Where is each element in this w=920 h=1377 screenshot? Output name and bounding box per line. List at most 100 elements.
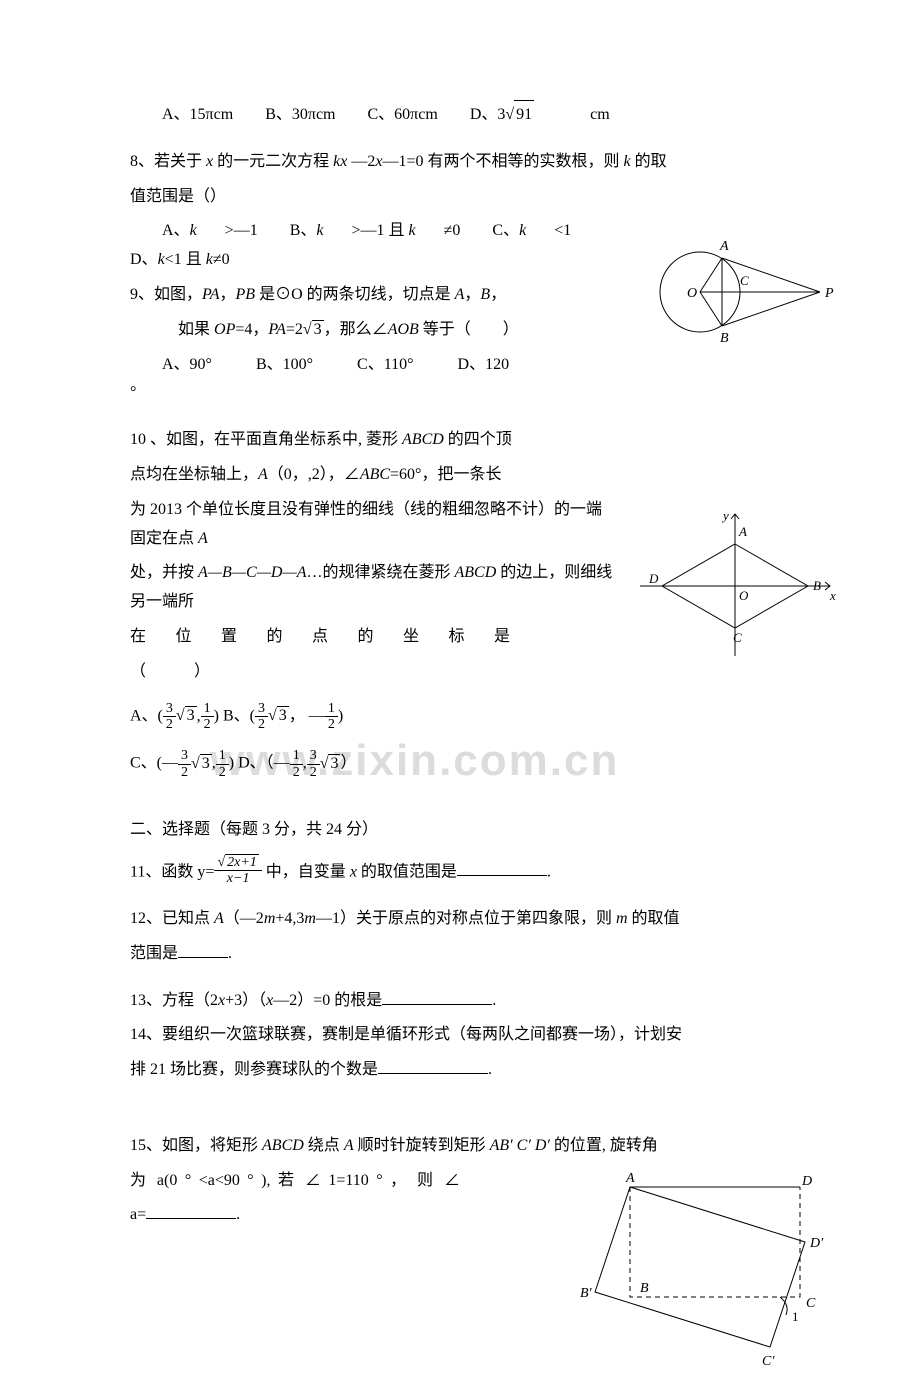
q9-t3: 如果 bbox=[178, 321, 214, 338]
q10-abcd2: ABCD bbox=[454, 564, 496, 581]
q10-t4: =60°，把一条长 bbox=[390, 466, 501, 483]
q15-t5: a= bbox=[130, 1206, 146, 1223]
q12-m3: m bbox=[616, 910, 628, 927]
q11-a: 11、函数 y= bbox=[130, 863, 214, 880]
q15-t3: 顺时针旋转到矩形 bbox=[354, 1137, 490, 1154]
q10: A B C D O x y 10 、如图，在平面直角坐标系中, 菱形 ABCD … bbox=[130, 426, 840, 780]
q15-fig-Bp: B′ bbox=[580, 1286, 593, 1301]
q10-optC-post: ） bbox=[340, 755, 356, 772]
q8-t2: 的一元二次方程 bbox=[213, 153, 333, 170]
q9-aob: AOB bbox=[388, 321, 419, 338]
q15-abcd2: AB′ C′ D′ bbox=[490, 1137, 550, 1154]
q11-b: 中，自变量 bbox=[262, 863, 350, 880]
q15-t1: 15、如图，将矩形 bbox=[130, 1137, 262, 1154]
q15-fig-A: A bbox=[625, 1171, 635, 1186]
q9-t1: 9、如图， bbox=[130, 286, 202, 303]
q12-b: （—2 bbox=[224, 910, 264, 927]
q9-pb: PB bbox=[236, 286, 256, 303]
q10-abcd: ABCD bbox=[402, 431, 444, 448]
q12-d: —1）关于原点的对称点位于第四象限，则 bbox=[316, 910, 616, 927]
q9-opt-a: A、90° bbox=[162, 351, 212, 380]
q9-fig-A: A bbox=[719, 239, 729, 254]
q15-l1: 15、如图，将矩形 ABCD 绕点 A 顺时针旋转到矩形 AB′ C′ D′ 的… bbox=[130, 1132, 840, 1161]
q10-seq: A—B—C—D—A bbox=[198, 564, 306, 581]
q10-fig-O: O bbox=[739, 588, 749, 603]
q10-A: A bbox=[258, 466, 268, 483]
q14-l1: 14、要组织一次篮球联赛，赛制是单循环形式（每两队之间都赛一场），计划安 bbox=[130, 1021, 840, 1050]
q10-optC-mid: ) D、（— bbox=[229, 755, 290, 772]
q15-blank[interactable] bbox=[146, 1203, 236, 1219]
q15-abcd: ABCD bbox=[262, 1137, 304, 1154]
q9-opt-d: D、120 bbox=[458, 351, 510, 380]
q10-t7: …的规律紧绕在菱形 bbox=[306, 564, 454, 581]
q9-pa: PA bbox=[202, 286, 219, 303]
q14-blank[interactable] bbox=[378, 1058, 488, 1074]
q14-l2: 排 21 场比赛，则参赛球队的个数是 bbox=[130, 1061, 378, 1078]
q10-optA-pre: A、( bbox=[130, 707, 163, 724]
q15-t2: 绕点 bbox=[304, 1137, 344, 1154]
q9-b2: B bbox=[480, 286, 490, 303]
q13-blank[interactable] bbox=[382, 989, 492, 1005]
q9-t7: 等于（ ） bbox=[419, 321, 519, 338]
q11-x: x bbox=[350, 863, 357, 880]
q12-m: m bbox=[264, 910, 276, 927]
q10-A2: A bbox=[198, 530, 208, 547]
q10-fig-D: D bbox=[648, 571, 659, 586]
q12-end: . bbox=[228, 945, 232, 962]
q11: 11、函数 y=2x+1x−1 中，自变量 x 的取值范围是. bbox=[130, 855, 840, 887]
q9-t4: =4， bbox=[235, 321, 268, 338]
q12-c: +4,3 bbox=[275, 910, 304, 927]
q12-blank[interactable] bbox=[178, 942, 228, 958]
q12-A: A bbox=[214, 910, 224, 927]
q10-fig-x: x bbox=[829, 588, 836, 603]
q10-t6: 处，并按 bbox=[130, 564, 198, 581]
q9-opt-c: C、110° bbox=[357, 351, 413, 380]
q15-fig-B: B bbox=[640, 1281, 649, 1296]
q9-fig-C: C bbox=[740, 273, 749, 288]
q12-a: 12、已知点 bbox=[130, 910, 214, 927]
q9-sqrt3: 3 bbox=[312, 320, 324, 338]
q12: 12、已知点 A（—2m+4,3m—1）关于原点的对称点位于第四象限，则 m 的… bbox=[130, 905, 840, 969]
q10-fig-C: C bbox=[733, 630, 742, 645]
q9-a2: A bbox=[455, 286, 465, 303]
q9-t6: ，那么∠ bbox=[324, 321, 388, 338]
q9-c1: ， bbox=[220, 286, 236, 303]
q8-t5: 的取 bbox=[631, 153, 667, 170]
q7-opt-d: D、391cm bbox=[470, 100, 610, 130]
q10-abc: ABC bbox=[360, 466, 390, 483]
q10-l2: 点均在坐标轴上，A（0，,2），∠ABC=60°，把一条长 bbox=[130, 461, 840, 490]
q10-optA-post: ) B、( bbox=[214, 707, 255, 724]
q8-kx: kx bbox=[333, 153, 347, 170]
q8-t1: 8、若关于 bbox=[130, 153, 206, 170]
q15-figure: A D B C B′ D′ C′ 1 bbox=[580, 1167, 840, 1377]
q7-opt-a: A、15πcm bbox=[162, 101, 233, 130]
q15: 15、如图，将矩形 ABCD 绕点 A 顺时针旋转到矩形 AB′ C′ D′ 的… bbox=[130, 1132, 840, 1230]
q9-fig-P: P bbox=[824, 286, 834, 301]
q11-end: . bbox=[547, 863, 551, 880]
q10-t1b: 的四个顶 bbox=[444, 431, 512, 448]
q7-options: A、15πcm B、30πcm C、60πcm D、391cm bbox=[130, 100, 840, 130]
q15-l2: 为 a(0 ° <a<90 ° ), 若 ∠ 1=110 ° ， 则 ∠ bbox=[130, 1167, 460, 1196]
q8-line2: 值范围是（） bbox=[130, 183, 840, 212]
q10-fig-B: B bbox=[813, 578, 821, 593]
q13: 13、方程（2x+3）（x—2）=0 的根是. bbox=[130, 987, 840, 1016]
q8-opt-b: B、k>—1 且 k≠0 bbox=[290, 217, 461, 246]
q11-c: 的取值范围是 bbox=[357, 863, 457, 880]
q10-paren: （ ） bbox=[130, 658, 840, 687]
q13-end: . bbox=[492, 992, 496, 1009]
q9-c2: ， bbox=[464, 286, 480, 303]
q15-fig-Cp: C′ bbox=[762, 1354, 775, 1369]
q8-t4: —1=0 有两个不相等的实数根，则 bbox=[382, 153, 623, 170]
q12-e: 的取值 bbox=[628, 910, 680, 927]
q9-figure: O A B C P bbox=[640, 217, 840, 367]
q9-fig-O: O bbox=[687, 286, 697, 301]
q15-end: . bbox=[236, 1206, 240, 1223]
q15-fig-Dp: D′ bbox=[809, 1236, 824, 1251]
q9-c3: ， bbox=[490, 286, 506, 303]
q10-optB-post: ) bbox=[338, 707, 343, 724]
q9-deg: ° bbox=[130, 379, 840, 408]
q8-opt-a: A、k>—1 bbox=[162, 217, 258, 246]
q13-c: —2）=0 的根是 bbox=[273, 992, 382, 1009]
q10-fig-A: A bbox=[738, 524, 747, 539]
q11-blank[interactable] bbox=[457, 860, 547, 876]
